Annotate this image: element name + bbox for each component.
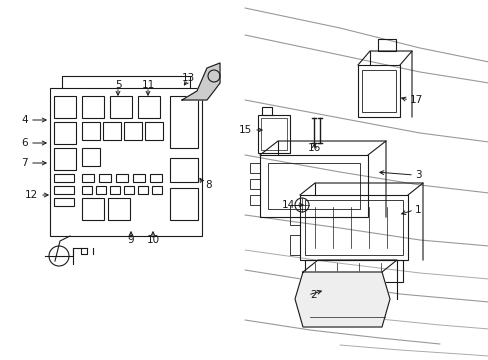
Bar: [249, 195, 260, 205]
Text: 5: 5: [115, 80, 121, 90]
Bar: [258, 115, 289, 153]
Text: 4: 4: [21, 115, 28, 125]
Bar: [82, 148, 100, 166]
Text: 12: 12: [25, 190, 38, 200]
Text: 8: 8: [204, 180, 211, 190]
Text: 9: 9: [127, 235, 134, 245]
Bar: [138, 96, 160, 118]
Text: 13: 13: [181, 73, 194, 83]
Bar: [124, 186, 134, 194]
Bar: [170, 158, 198, 182]
Bar: [82, 198, 104, 220]
Bar: [82, 186, 92, 194]
Text: 16: 16: [307, 143, 320, 153]
Text: 6: 6: [21, 138, 28, 148]
Bar: [50, 88, 202, 236]
Bar: [249, 163, 260, 173]
Bar: [289, 205, 299, 225]
Bar: [361, 70, 395, 112]
Text: 2: 2: [309, 290, 316, 300]
Bar: [305, 200, 402, 255]
Bar: [96, 186, 106, 194]
Bar: [82, 174, 94, 182]
Bar: [110, 96, 132, 118]
Bar: [145, 122, 163, 140]
Polygon shape: [294, 272, 389, 327]
Bar: [54, 148, 76, 170]
Bar: [305, 260, 402, 282]
Bar: [116, 174, 128, 182]
Bar: [299, 195, 407, 260]
Bar: [138, 186, 148, 194]
Bar: [82, 96, 104, 118]
Bar: [170, 96, 198, 148]
Text: 11: 11: [141, 80, 154, 90]
Bar: [152, 186, 162, 194]
Bar: [99, 174, 111, 182]
Text: 7: 7: [21, 158, 28, 168]
Bar: [54, 186, 74, 194]
Bar: [262, 107, 271, 115]
Polygon shape: [182, 63, 220, 100]
Bar: [261, 118, 286, 150]
Bar: [249, 179, 260, 189]
Bar: [357, 65, 399, 117]
Text: 15: 15: [238, 125, 251, 135]
Bar: [54, 96, 76, 118]
Bar: [289, 235, 299, 255]
Bar: [150, 174, 162, 182]
Text: 10: 10: [146, 235, 159, 245]
Bar: [377, 39, 395, 51]
Bar: [267, 163, 359, 209]
Bar: [54, 122, 76, 144]
Text: 14: 14: [281, 200, 294, 210]
Bar: [54, 174, 74, 182]
Bar: [170, 188, 198, 220]
Bar: [54, 198, 74, 206]
Bar: [110, 186, 120, 194]
Text: 1: 1: [414, 205, 421, 215]
Bar: [103, 122, 121, 140]
Text: 17: 17: [409, 95, 423, 105]
Text: 3: 3: [414, 170, 421, 180]
Bar: [108, 198, 130, 220]
Bar: [82, 122, 100, 140]
Bar: [124, 122, 142, 140]
Bar: [133, 174, 145, 182]
